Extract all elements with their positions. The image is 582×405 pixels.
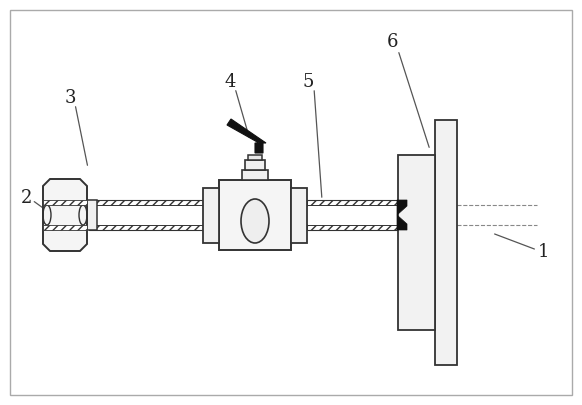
Bar bbox=[203, 188, 219, 243]
Bar bbox=[43, 225, 87, 230]
Bar bbox=[398, 155, 435, 330]
Bar bbox=[242, 170, 268, 180]
Text: 4: 4 bbox=[224, 73, 236, 91]
Text: 3: 3 bbox=[64, 89, 76, 107]
Bar bbox=[87, 200, 97, 230]
Polygon shape bbox=[227, 119, 266, 153]
Bar bbox=[435, 120, 457, 365]
Text: 2: 2 bbox=[22, 189, 33, 207]
Bar bbox=[219, 180, 291, 250]
Text: 1: 1 bbox=[537, 243, 549, 261]
Bar bbox=[89, 225, 203, 230]
Bar bbox=[291, 188, 307, 243]
Polygon shape bbox=[43, 179, 87, 251]
Ellipse shape bbox=[241, 199, 269, 243]
Bar bbox=[307, 200, 398, 205]
Bar bbox=[89, 200, 203, 205]
Text: 6: 6 bbox=[387, 33, 399, 51]
Bar bbox=[245, 160, 265, 170]
Polygon shape bbox=[397, 215, 407, 230]
Bar bbox=[307, 225, 398, 230]
Polygon shape bbox=[397, 200, 407, 215]
Bar bbox=[248, 155, 262, 160]
Bar bbox=[43, 200, 87, 205]
Text: 5: 5 bbox=[302, 73, 314, 91]
